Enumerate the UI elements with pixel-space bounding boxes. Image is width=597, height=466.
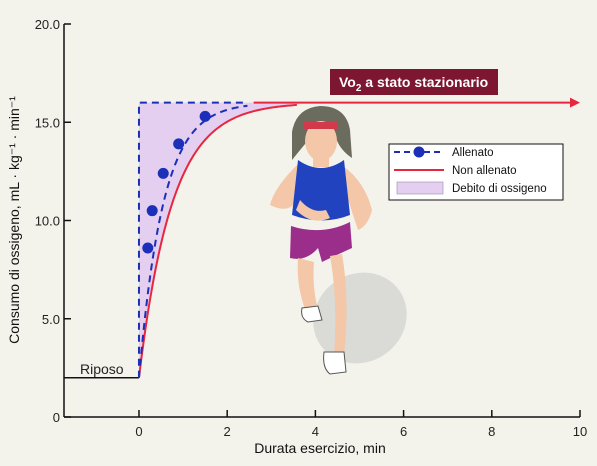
trained-data-point [199, 110, 211, 122]
trained-data-point [146, 205, 158, 217]
legend-label-untrained: Non allenato [452, 165, 517, 177]
x-tick-label: 8 [488, 424, 495, 439]
x-tick-label: 4 [312, 424, 319, 439]
x-tick-label: 0 [135, 424, 142, 439]
x-axis-label: Durata esercizio, min [254, 440, 386, 456]
untrained-series-line [137, 103, 297, 378]
rest-label: Riposo [80, 361, 124, 377]
legend-label-debt: Debito di ossigeno [452, 183, 547, 195]
steady-state-suffix: a stato stazionario [361, 74, 488, 90]
legend: Allenato Non allenato Debito di ossigeno [388, 143, 564, 201]
steady-state-sub: 2 [356, 83, 362, 94]
x-tick-label: 2 [224, 424, 231, 439]
trained-series-points [142, 110, 211, 254]
x-ticks: 0 2 4 6 8 10 [135, 410, 587, 439]
x-tick-label: 10 [573, 424, 587, 439]
legend-item-trained: Allenato [394, 146, 494, 159]
y-ticks: 0 5.0 10.0 15.0 20.0 [35, 17, 71, 425]
y-axis-label: Consumo di ossigeno, mL · kg⁻¹ · min⁻¹ [6, 96, 22, 344]
steady-state-prefix: Vo [339, 74, 356, 90]
x-tick-label: 6 [400, 424, 407, 439]
legend-item-untrained: Non allenato [394, 165, 517, 177]
oxygen-debt-area [138, 102, 298, 378]
trained-data-point [173, 138, 185, 150]
svg-text:Vo2 a stato stazionario: Vo2 a stato stazionario [339, 74, 488, 94]
runner-woman-icon [270, 106, 407, 375]
y-tick-label: 5.0 [42, 312, 60, 327]
y-tick-label: 0 [53, 410, 60, 425]
legend-label-trained: Allenato [452, 147, 494, 159]
legend-item-debt: Debito di ossigeno [396, 181, 547, 195]
y-tick-label: 20.0 [35, 17, 60, 32]
steady-state-banner: Vo2 a stato stazionario [330, 69, 498, 95]
trained-data-point [157, 167, 169, 179]
y-tick-label: 10.0 [35, 214, 60, 229]
trained-data-point [142, 242, 154, 254]
trained-series-line [137, 101, 248, 378]
y-tick-label: 15.0 [35, 115, 60, 130]
